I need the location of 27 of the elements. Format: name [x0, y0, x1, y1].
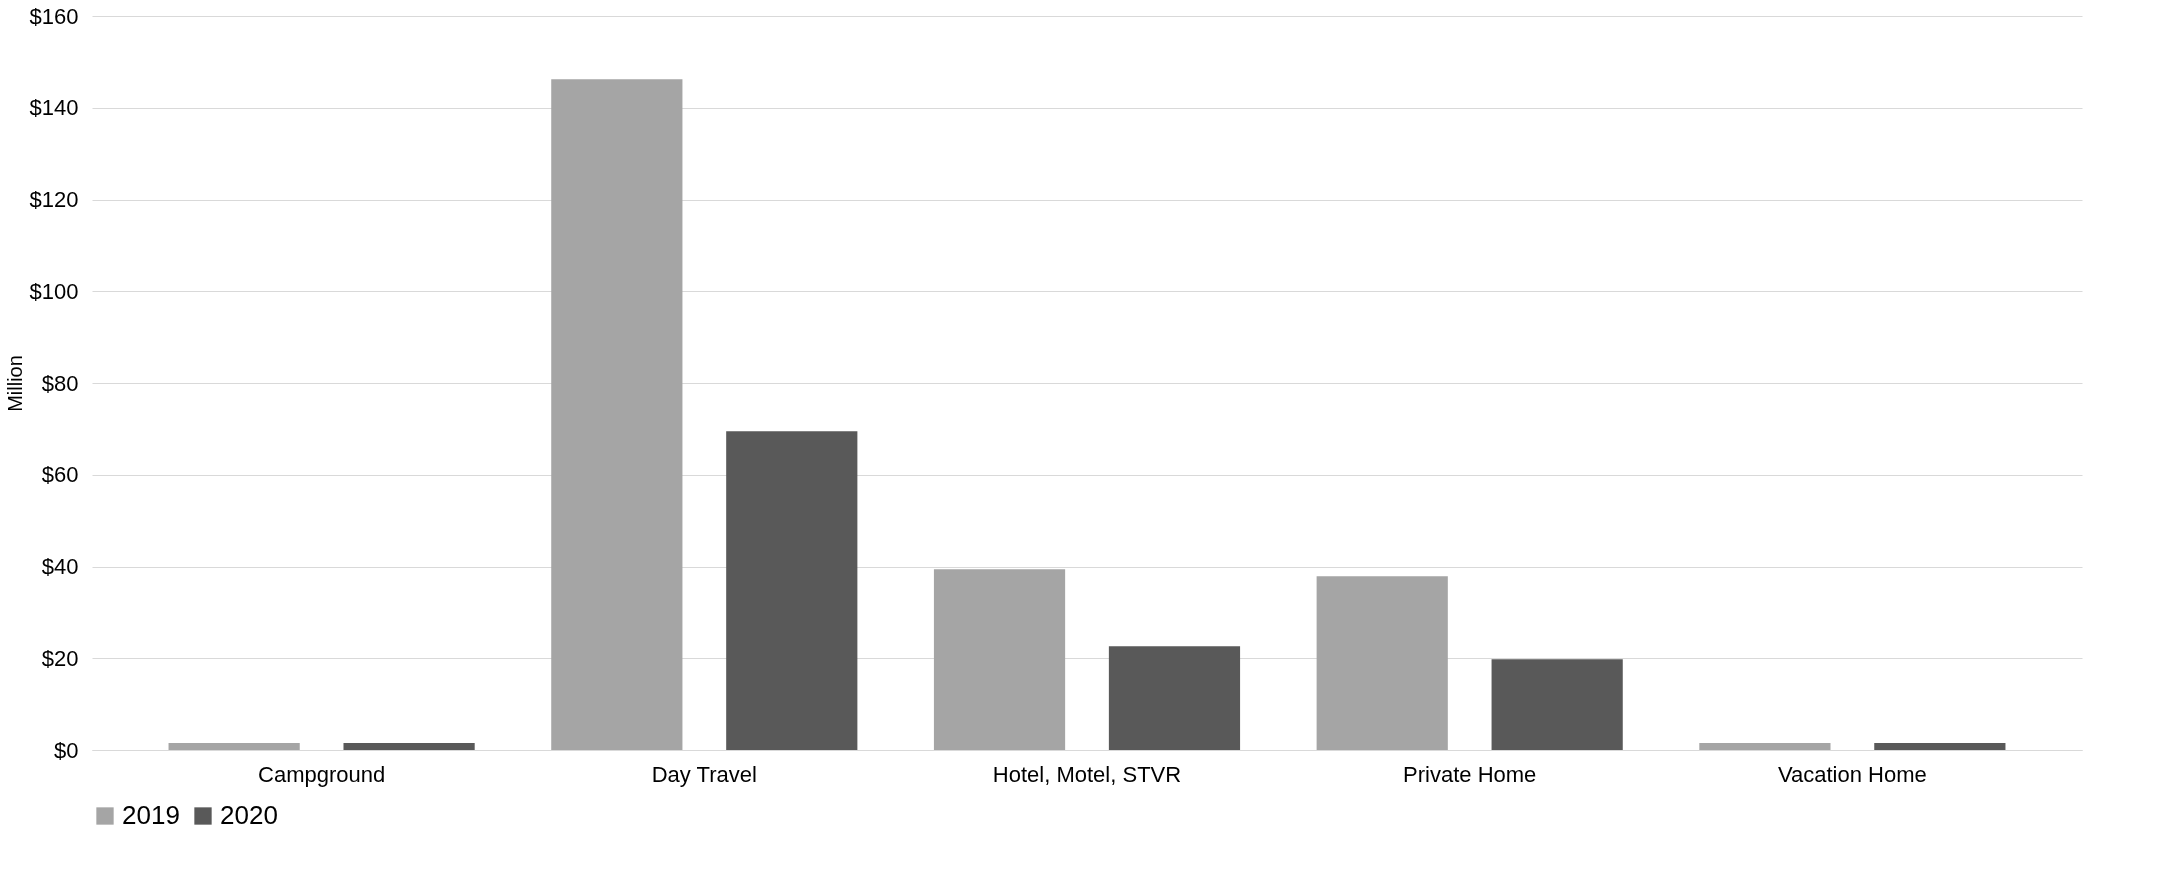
y-tick-label: $160 — [29, 3, 79, 29]
bar — [551, 79, 683, 750]
y-tick-label: $120 — [29, 187, 79, 212]
y-tick-label: $80 — [41, 370, 79, 396]
bar — [1699, 743, 1831, 750]
legend-label: 2019 — [122, 800, 180, 830]
y-tick-label: $60 — [41, 462, 79, 488]
x-tick-label: Private Home — [1403, 761, 1537, 787]
bar — [343, 743, 475, 750]
bar — [1491, 659, 1623, 750]
bar — [726, 431, 858, 750]
y-tick-label: $20 — [41, 645, 79, 671]
x-tick-label: Vacation Home — [1777, 761, 1927, 787]
y-tick-label: $140 — [29, 95, 79, 121]
bar — [1316, 576, 1448, 750]
y-axis-title: Million — [3, 355, 26, 412]
bar — [1108, 646, 1241, 750]
x-tick-label: Day Travel — [651, 761, 757, 787]
x-tick-label: Hotel, Motel, STVR — [992, 761, 1182, 787]
y-tick-label: $40 — [41, 554, 79, 579]
bar — [168, 743, 300, 750]
bar — [1874, 743, 2006, 750]
legend-label: 2020 — [220, 800, 278, 830]
y-tick-label: $100 — [29, 278, 79, 304]
x-tick-label: Campground — [258, 761, 386, 787]
y-tick-label: $0 — [54, 737, 79, 763]
bar — [933, 569, 1066, 750]
